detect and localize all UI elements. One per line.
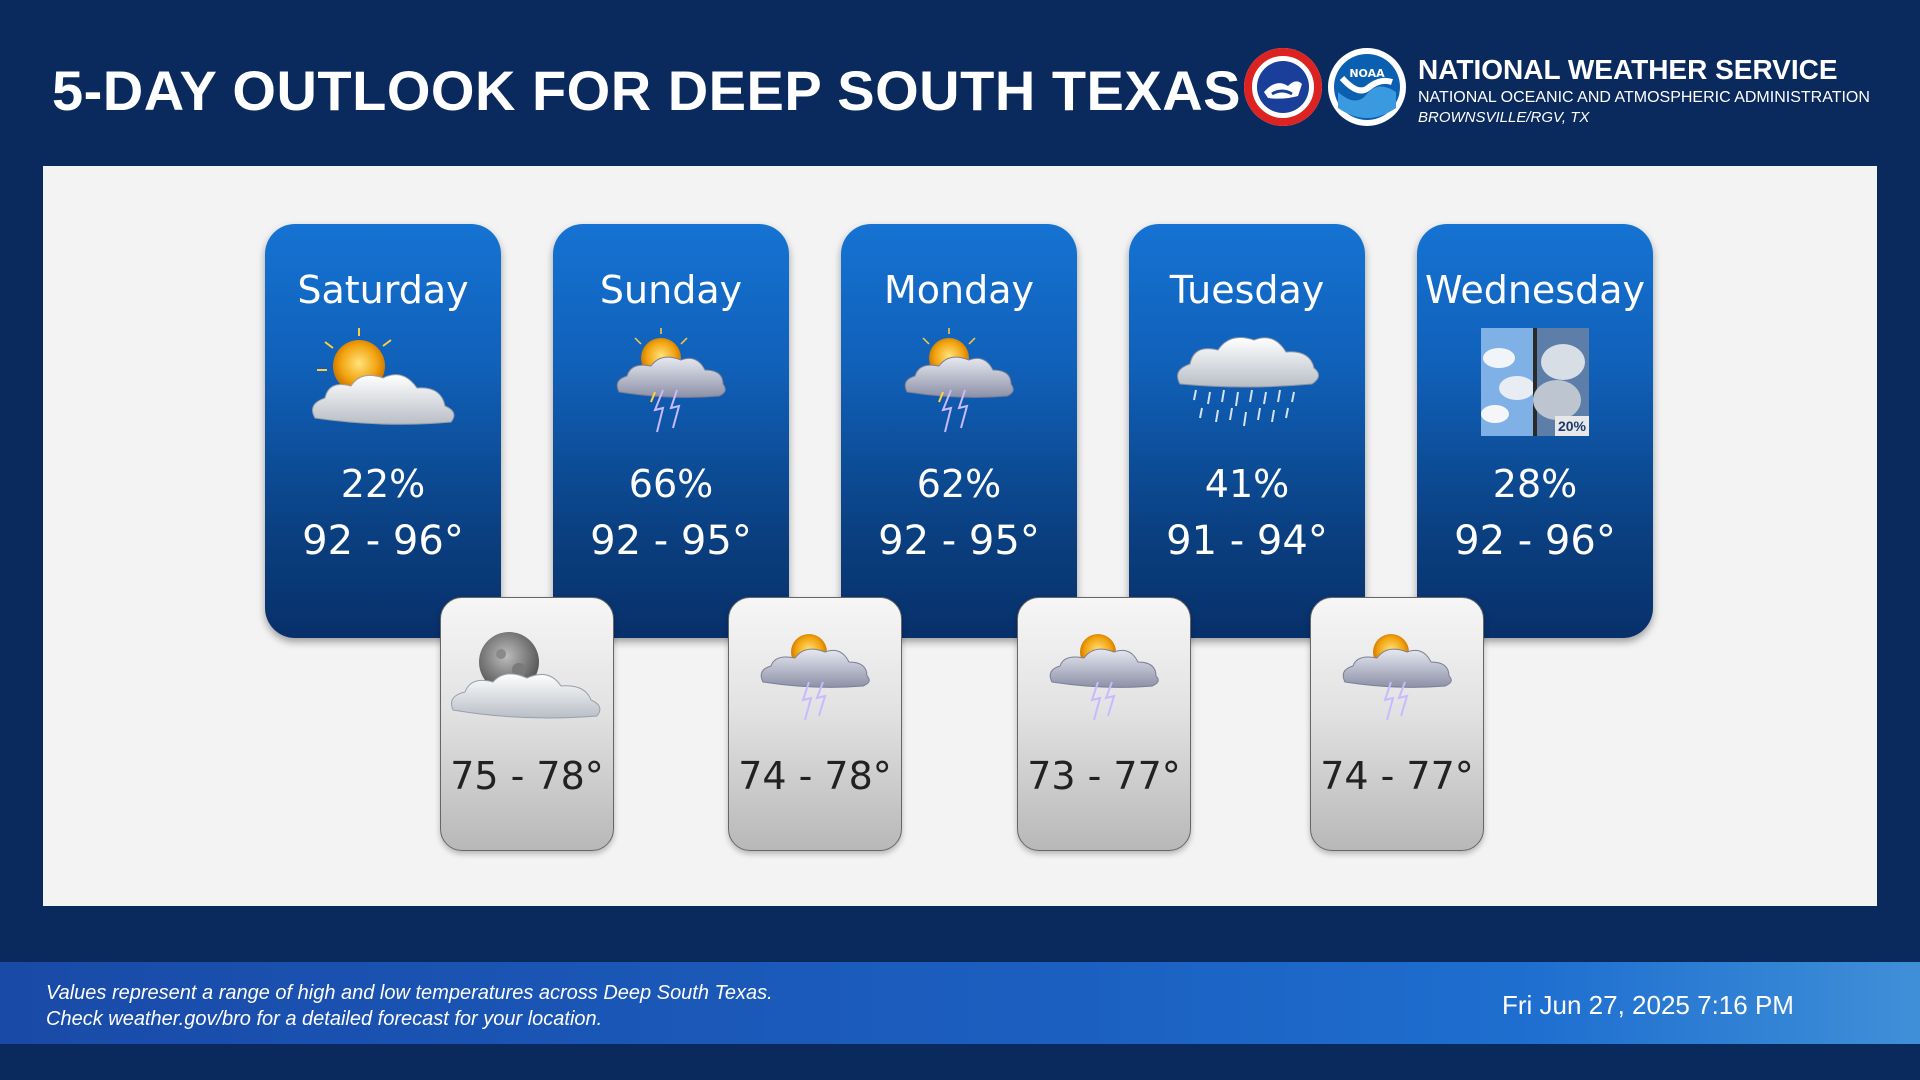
- office-location: BROWNSVILLE/RGV, TX: [1418, 109, 1590, 126]
- thunderstorm-icon: [1018, 626, 1190, 726]
- day-name: Monday: [883, 268, 1034, 312]
- low-temp-range: 75 - 78°: [450, 754, 604, 798]
- wednesday-icon-badge: 20%: [1557, 418, 1587, 434]
- high-temp-range: 92 - 96°: [302, 518, 464, 564]
- night-card-monday: 73 - 77°: [1017, 597, 1191, 851]
- split-sky-icon: 20%: [1417, 328, 1653, 438]
- agency-info: NATIONAL WEATHER SERVICE NATIONAL OCEANI…: [1418, 54, 1870, 126]
- precip-chance: 62%: [916, 462, 1002, 506]
- footer-note-line-1: Values represent a range of high and low…: [46, 982, 773, 1004]
- thunderstorm-icon: [729, 626, 901, 726]
- high-temp-range: 92 - 95°: [590, 518, 752, 564]
- precip-chance: 66%: [628, 462, 714, 506]
- noaa-logo-text: NOAA: [1349, 67, 1385, 80]
- thunderstorm-icon: [553, 328, 789, 438]
- night-card-tuesday: 74 - 77°: [1310, 597, 1484, 851]
- precip-chance: 28%: [1492, 462, 1578, 506]
- night-card-saturday: 75 - 78°: [440, 597, 614, 851]
- day-card-monday: Monday 62% 92 - 95°: [841, 224, 1077, 638]
- low-temp-range: 74 - 78°: [738, 754, 892, 798]
- high-temp-range: 91 - 94°: [1166, 518, 1328, 564]
- nws-logo: [1244, 48, 1322, 126]
- footer-bar: Values represent a range of high and low…: [0, 962, 1920, 1044]
- footer-note: Values represent a range of high and low…: [46, 980, 773, 1032]
- rain-showers-icon: [1129, 328, 1365, 438]
- day-name: Saturday: [297, 268, 469, 312]
- night-card-sunday: 74 - 78°: [728, 597, 902, 851]
- high-temp-range: 92 - 96°: [1454, 518, 1616, 564]
- page-title: 5-DAY OUTLOOK FOR DEEP SOUTH TEXAS: [52, 59, 1242, 122]
- noaa-logo: NOAA: [1328, 48, 1406, 126]
- day-name: Tuesday: [1169, 268, 1325, 312]
- footer-note-line-2: Check weather.gov/bro for a detailed for…: [46, 1008, 603, 1030]
- day-name: Wednesday: [1424, 268, 1645, 312]
- cloudy-moon-icon: [441, 626, 613, 726]
- precip-chance: 22%: [340, 462, 426, 506]
- low-temp-range: 74 - 77°: [1320, 754, 1474, 798]
- agency-logos: NOAA: [1244, 48, 1406, 126]
- thunderstorm-icon: [1311, 626, 1483, 726]
- issued-timestamp: Fri Jun 27, 2025 7:16 PM: [1502, 990, 1794, 1020]
- day-card-tuesday: Tuesday 41% 91 - 94°: [1129, 224, 1365, 638]
- agency-subtitle: NATIONAL OCEANIC AND ATMOSPHERIC ADMINIS…: [1418, 89, 1870, 106]
- low-temp-range: 73 - 77°: [1027, 754, 1181, 798]
- thunderstorm-icon: [841, 328, 1077, 438]
- precip-chance: 41%: [1204, 462, 1290, 506]
- day-card-saturday: Saturday 22% 92 - 96°: [265, 224, 501, 638]
- day-name: Sunday: [599, 268, 743, 312]
- day-card-wednesday: Wednesday 20% 28% 92 - 96°: [1417, 224, 1653, 638]
- partly-cloudy-icon: [265, 328, 501, 438]
- high-temp-range: 92 - 95°: [878, 518, 1040, 564]
- day-card-sunday: Sunday 66% 92 - 95°: [553, 224, 789, 638]
- agency-name: NATIONAL WEATHER SERVICE: [1418, 54, 1838, 85]
